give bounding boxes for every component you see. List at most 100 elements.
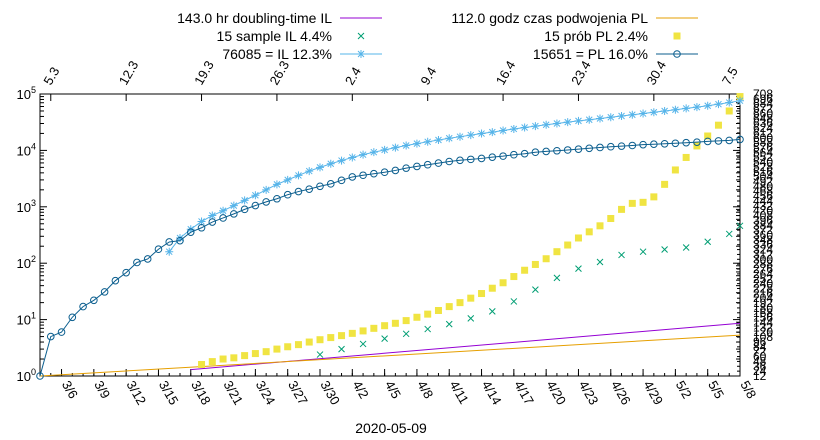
data-point bbox=[574, 234, 582, 242]
right-tick-label: 132 bbox=[753, 320, 773, 334]
right-tick-label: 204 bbox=[753, 291, 773, 305]
data-point bbox=[574, 116, 583, 125]
data-point bbox=[477, 154, 486, 163]
data-point bbox=[510, 150, 518, 159]
right-tick-label: 264 bbox=[753, 267, 773, 281]
data-point bbox=[606, 113, 615, 122]
right-tick-label: 624 bbox=[753, 121, 773, 135]
data-point bbox=[725, 136, 734, 145]
data-point bbox=[338, 345, 345, 353]
data-point bbox=[208, 211, 217, 220]
data-point bbox=[251, 350, 259, 358]
data-point bbox=[661, 246, 668, 253]
plot-area-frame bbox=[39, 93, 741, 377]
data-point bbox=[316, 351, 324, 358]
data-point bbox=[305, 167, 314, 176]
data-point bbox=[682, 104, 691, 113]
data-point bbox=[714, 100, 723, 109]
right-tick-label: 552 bbox=[753, 150, 773, 164]
data-point bbox=[273, 345, 281, 353]
data-point bbox=[607, 215, 615, 223]
x-tick-label: 3/9 bbox=[91, 378, 113, 401]
data-point bbox=[348, 329, 356, 337]
right-tick-label: 456 bbox=[753, 189, 773, 203]
data-point bbox=[208, 218, 217, 226]
right-tick-label: 420 bbox=[753, 204, 773, 218]
series-4 bbox=[165, 96, 744, 256]
data-point bbox=[46, 332, 55, 341]
right-tick-label: 372 bbox=[753, 223, 773, 237]
data-point bbox=[337, 176, 346, 185]
data-point bbox=[628, 110, 637, 119]
right-tick-label: 180 bbox=[753, 301, 773, 315]
data-point bbox=[391, 143, 400, 152]
data-point bbox=[262, 185, 271, 194]
right-tick-label: 240 bbox=[753, 277, 773, 291]
right-tick-label: 120 bbox=[753, 325, 773, 339]
data-point bbox=[510, 273, 518, 281]
data-point bbox=[488, 128, 497, 137]
legend-label: 112.0 godz czas podwojenia PL bbox=[451, 10, 648, 26]
legend: 143.0 hr doubling-time IL 15 sample IL 4.… bbox=[177, 10, 698, 62]
data-point bbox=[736, 93, 744, 101]
data-point bbox=[456, 156, 464, 165]
data-point bbox=[348, 173, 357, 181]
data-point bbox=[240, 196, 249, 205]
data-point bbox=[488, 153, 497, 161]
right-tick-label: 612 bbox=[753, 126, 773, 140]
data-point bbox=[186, 228, 195, 236]
data-point bbox=[704, 132, 712, 140]
data-point bbox=[542, 147, 550, 156]
data-point bbox=[445, 303, 453, 311]
data-point bbox=[357, 32, 365, 40]
data-point bbox=[272, 180, 281, 189]
data-point bbox=[692, 103, 701, 112]
data-point bbox=[402, 317, 410, 325]
legend-label: 15651 = PL 16.0% bbox=[533, 46, 648, 62]
data-point bbox=[617, 142, 626, 150]
y-tick-label: 105 bbox=[17, 85, 36, 102]
right-tick-label: 312 bbox=[753, 247, 773, 261]
data-point bbox=[122, 268, 130, 277]
legend-label: 15 sample IL 4.4% bbox=[217, 28, 332, 44]
series-line bbox=[39, 138, 741, 377]
data-point bbox=[596, 258, 604, 266]
data-point bbox=[36, 372, 44, 380]
right-tick-label: 468 bbox=[753, 184, 773, 198]
data-point bbox=[294, 187, 303, 196]
data-point bbox=[284, 343, 292, 351]
series-1 bbox=[39, 334, 741, 377]
right-tick-label: 300 bbox=[753, 252, 773, 266]
data-point bbox=[305, 185, 314, 193]
data-point bbox=[273, 194, 281, 203]
series-line bbox=[39, 334, 741, 377]
data-point bbox=[466, 131, 475, 140]
data-point bbox=[241, 352, 249, 360]
data-point bbox=[682, 244, 690, 251]
series-3 bbox=[198, 93, 744, 368]
data-point bbox=[90, 296, 98, 305]
data-point bbox=[693, 138, 701, 146]
data-point bbox=[660, 106, 669, 115]
data-point bbox=[639, 248, 647, 256]
data-point bbox=[402, 330, 410, 338]
series-5 bbox=[36, 135, 744, 380]
right-tick-label: 444 bbox=[753, 194, 773, 208]
x-tick-label: 4/23 bbox=[576, 378, 602, 407]
data-point bbox=[219, 214, 227, 222]
data-point bbox=[671, 105, 680, 114]
data-point bbox=[262, 348, 270, 356]
top-tick-label: 23.4 bbox=[568, 58, 594, 87]
data-point bbox=[445, 157, 454, 166]
data-point bbox=[585, 228, 593, 236]
x-tick-label: 3/18 bbox=[188, 378, 214, 407]
right-tick-label: 192 bbox=[753, 296, 773, 310]
right-tick-label: 84 bbox=[753, 340, 767, 354]
right-tick-label: 432 bbox=[753, 199, 773, 213]
data-point bbox=[499, 126, 508, 135]
data-point bbox=[413, 313, 421, 321]
data-point bbox=[682, 153, 690, 161]
data-point bbox=[100, 288, 109, 296]
data-point bbox=[359, 150, 368, 159]
x-tick-label: 4/26 bbox=[608, 378, 634, 407]
